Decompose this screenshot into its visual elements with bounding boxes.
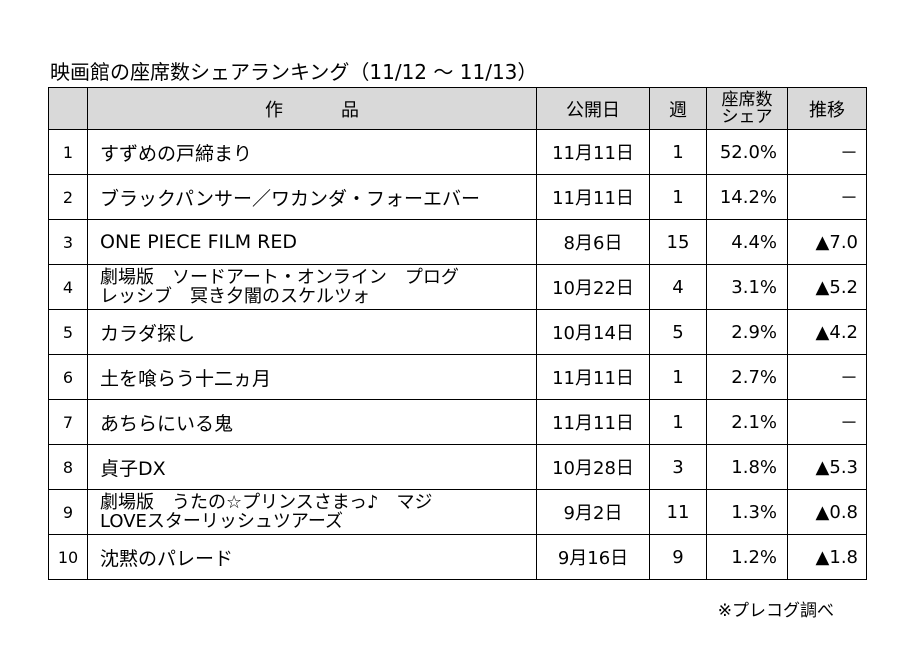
- release-date-cell: 11月11日: [536, 174, 650, 220]
- title-cell: カラダ探し: [87, 309, 537, 355]
- seat-share-cell: 52.0%: [706, 129, 788, 175]
- seat-share-cell: 2.1%: [706, 399, 788, 445]
- page-title: 映画館の座席数シェアランキング（11/12 ～ 11/13）: [50, 60, 538, 84]
- title-cell: 沈黙のパレード: [87, 534, 537, 580]
- table-row: 3 ONE PIECE FILM RED 8月6日 15 4.4% ▲7.0: [48, 219, 867, 265]
- table-row: 4 劇場版 ソードアート・オンライン プログ レッシブ 冥き夕闇のスケルツォ 10月…: [48, 264, 867, 310]
- rank-cell: 5: [48, 309, 88, 355]
- table-row: 10 沈黙のパレード 9月16日 9 1.2% ▲1.8: [48, 534, 867, 580]
- header-title-char: 品: [341, 99, 359, 121]
- table-row: 6 土を喰らう十二ヵ月 11月11日 1 2.7% －: [48, 354, 867, 400]
- seat-share-cell: 2.7%: [706, 354, 788, 400]
- header-week: 週: [649, 87, 707, 130]
- trend-cell: ▲1.8: [787, 534, 867, 580]
- week-cell: 1: [649, 174, 707, 220]
- seat-share-cell: 1.2%: [706, 534, 788, 580]
- seat-share-cell: 14.2%: [706, 174, 788, 220]
- rank-cell: 3: [48, 219, 88, 265]
- trend-cell: －: [787, 354, 867, 400]
- seat-share-cell: 1.8%: [706, 444, 788, 490]
- title-cell: 劇場版 うたの☆プリンスさまっ♪ マジ LOVEスターリッシュツアーズ: [87, 489, 537, 535]
- title-cell: 貞子DX: [87, 444, 537, 490]
- title-cell: ブラックパンサー／ワカンダ・フォーエバー: [87, 174, 537, 220]
- seat-share-cell: 2.9%: [706, 309, 788, 355]
- trend-cell: ▲4.2: [787, 309, 867, 355]
- rank-cell: 1: [48, 129, 88, 175]
- release-date-cell: 10月22日: [536, 264, 650, 310]
- trend-cell: ▲0.8: [787, 489, 867, 535]
- header-trend: 推移: [787, 87, 867, 130]
- rank-cell: 4: [48, 264, 88, 310]
- title-cell: 土を喰らう十二ヵ月: [87, 354, 537, 400]
- week-cell: 1: [649, 354, 707, 400]
- header-title-char: 作: [265, 99, 283, 121]
- seat-share-cell: 3.1%: [706, 264, 788, 310]
- week-cell: 3: [649, 444, 707, 490]
- table-row: 8 貞子DX 10月28日 3 1.8% ▲5.3: [48, 444, 867, 490]
- release-date-cell: 8月6日: [536, 219, 650, 265]
- header-release-date: 公開日: [536, 87, 650, 130]
- source-note: ※プレコグ調べ: [717, 601, 834, 621]
- table-header-row: 作品 公開日 週 座席数 シェア 推移: [48, 87, 867, 130]
- trend-cell: －: [787, 129, 867, 175]
- table-row: 5 カラダ探し 10月14日 5 2.9% ▲4.2: [48, 309, 867, 355]
- header-rank: [48, 87, 88, 130]
- release-date-cell: 11月11日: [536, 399, 650, 445]
- title-cell: 劇場版 ソードアート・オンライン プログ レッシブ 冥き夕闇のスケルツォ: [87, 264, 537, 310]
- trend-cell: ▲5.2: [787, 264, 867, 310]
- week-cell: 1: [649, 399, 707, 445]
- title-cell: ONE PIECE FILM RED: [87, 219, 537, 265]
- table-row: 9 劇場版 うたの☆プリンスさまっ♪ マジ LOVEスターリッシュツアーズ 9月2日…: [48, 489, 867, 535]
- seat-share-cell: 4.4%: [706, 219, 788, 265]
- rank-cell: 7: [48, 399, 88, 445]
- release-date-cell: 9月16日: [536, 534, 650, 580]
- release-date-cell: 10月28日: [536, 444, 650, 490]
- seat-share-cell: 1.3%: [706, 489, 788, 535]
- rank-cell: 10: [48, 534, 88, 580]
- table-row: 1 すずめの戸締まり 11月11日 1 52.0% －: [48, 129, 867, 175]
- ranking-table: 作品 公開日 週 座席数 シェア 推移 1 すずめの戸締まり 11月11日 1 52.0…: [48, 87, 867, 580]
- week-cell: 5: [649, 309, 707, 355]
- release-date-cell: 9月2日: [536, 489, 650, 535]
- week-cell: 11: [649, 489, 707, 535]
- release-date-cell: 11月11日: [536, 129, 650, 175]
- rank-cell: 9: [48, 489, 88, 535]
- week-cell: 15: [649, 219, 707, 265]
- rank-cell: 8: [48, 444, 88, 490]
- trend-cell: －: [787, 399, 867, 445]
- rank-cell: 2: [48, 174, 88, 220]
- trend-cell: －: [787, 174, 867, 220]
- table-row: 2 ブラックパンサー／ワカンダ・フォーエバー 11月11日 1 14.2% －: [48, 174, 867, 220]
- title-cell: あちらにいる鬼: [87, 399, 537, 445]
- rank-cell: 6: [48, 354, 88, 400]
- week-cell: 9: [649, 534, 707, 580]
- header-seat-share: 座席数 シェア: [706, 87, 788, 130]
- table-row: 7 あちらにいる鬼 11月11日 1 2.1% －: [48, 399, 867, 445]
- release-date-cell: 10月14日: [536, 309, 650, 355]
- week-cell: 4: [649, 264, 707, 310]
- title-cell: すずめの戸締まり: [87, 129, 537, 175]
- release-date-cell: 11月11日: [536, 354, 650, 400]
- week-cell: 1: [649, 129, 707, 175]
- header-title: 作品: [87, 87, 537, 130]
- trend-cell: ▲7.0: [787, 219, 867, 265]
- trend-cell: ▲5.3: [787, 444, 867, 490]
